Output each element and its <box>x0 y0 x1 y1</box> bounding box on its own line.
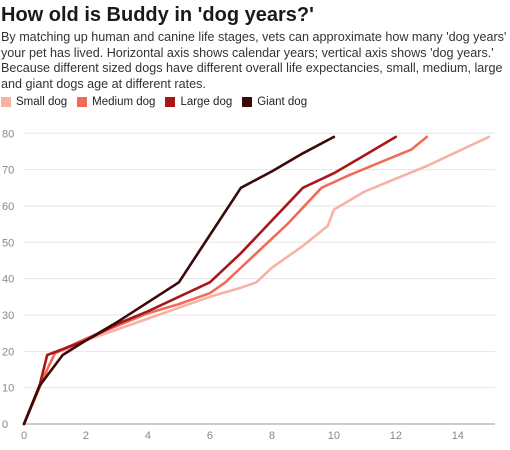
x-tick-label-10: 10 <box>328 430 340 442</box>
y-tick-label-70: 70 <box>2 165 14 177</box>
legend-item-small-dog: Small dog <box>1 96 67 108</box>
series-line-large-dog <box>22 135 398 426</box>
legend-swatch-large-dog <box>165 97 176 107</box>
y-tick-label-0: 0 <box>2 419 8 431</box>
legend-item-medium-dog: Medium dog <box>77 96 155 108</box>
y-tick-label-10: 10 <box>2 383 14 395</box>
y-tick-label-30: 30 <box>2 310 14 322</box>
chart-title: How old is Buddy in 'dog years?' <box>1 4 314 26</box>
x-tick-label-4: 4 <box>145 430 151 442</box>
legend-label-small-dog: Small dog <box>16 96 68 108</box>
series-line-giant-dog <box>22 135 336 426</box>
x-tick-label-8: 8 <box>269 430 275 442</box>
y-tick-label-20: 20 <box>2 346 14 358</box>
x-tick-label-12: 12 <box>390 430 402 442</box>
legend-label-medium-dog: Medium dog <box>92 96 156 108</box>
legend-label-large-dog: Large dog <box>180 96 233 108</box>
y-tick-label-80: 80 <box>2 128 14 140</box>
y-tick-label-40: 40 <box>2 274 14 286</box>
x-tick-label-6: 6 <box>207 430 213 442</box>
legend-swatch-giant-dog <box>242 97 253 107</box>
x-tick-label-14: 14 <box>452 430 464 442</box>
chart-legend: Small dog Medium dog Large dog Giant dog <box>1 96 317 108</box>
series-lines <box>22 135 491 426</box>
grid-lines <box>24 132 495 425</box>
axis-tick-labels: 0 10 20 30 40 50 60 70 80 0 2 4 6 8 10 12 14 <box>2 128 464 442</box>
legend-item-giant-dog: Giant dog <box>242 96 307 108</box>
y-tick-label-50: 50 <box>2 237 14 249</box>
chart-subtitle: By matching up human and canine life sta… <box>1 30 507 91</box>
legend-label-giant-dog: Giant dog <box>257 96 308 108</box>
series-line-medium-dog <box>22 135 429 426</box>
y-tick-label-60: 60 <box>2 201 14 213</box>
legend-swatch-small-dog <box>1 97 11 107</box>
x-tick-label-0: 0 <box>21 430 27 442</box>
legend-item-large-dog: Large dog <box>165 96 232 108</box>
x-tick-label-2: 2 <box>83 430 89 442</box>
legend-swatch-medium-dog <box>77 97 88 107</box>
